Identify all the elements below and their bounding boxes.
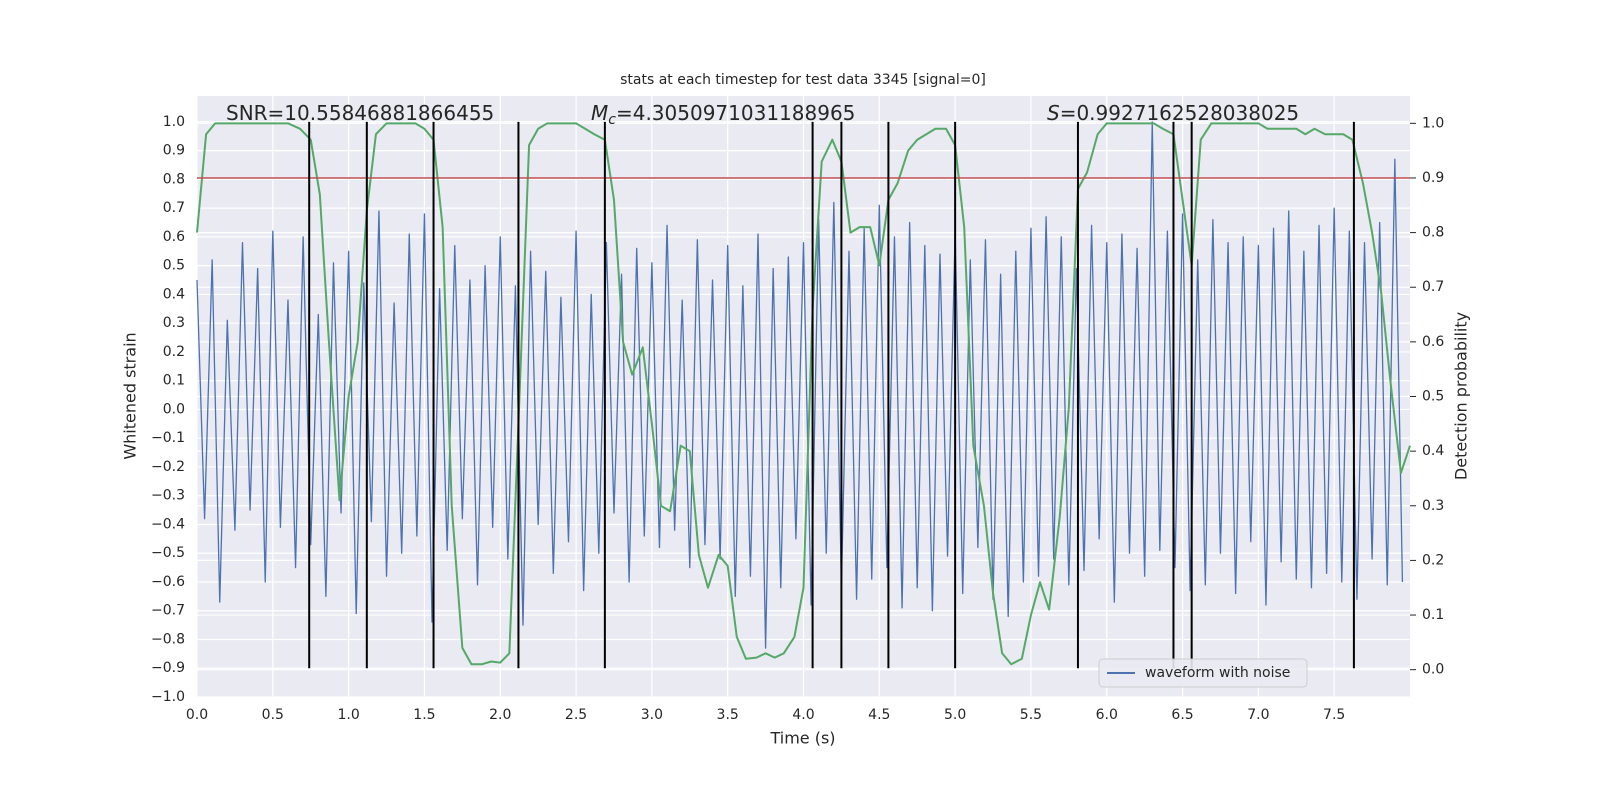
y-tick-label: −0.3 <box>151 488 185 504</box>
y2-tick-label: 0.7 <box>1422 279 1444 295</box>
y2-tick-label: 0.0 <box>1422 662 1444 678</box>
annotation: Mc=4.3050971031188965 <box>591 101 855 129</box>
series-line <box>196 122 1411 666</box>
y-tick-label: 1.0 <box>163 114 185 130</box>
x-tick-label: 1.5 <box>413 707 435 723</box>
y2-tick-label: 0.4 <box>1422 443 1444 459</box>
y-tick-label: −0.6 <box>151 574 185 590</box>
y-tick-label: −0.5 <box>151 545 185 561</box>
y2-tick-label: 1.0 <box>1422 115 1444 131</box>
y-axis-label: Whitened strain <box>121 332 140 459</box>
x-tick-label: 3.5 <box>717 707 739 723</box>
y2-tick-label: 0.5 <box>1422 389 1444 405</box>
y2-tick-label: 0.3 <box>1422 498 1444 514</box>
legend-label: waveform with noise <box>1145 665 1290 681</box>
x-tick-label: 2.0 <box>489 707 511 723</box>
y-tick-label: −0.2 <box>151 459 185 475</box>
y2-axis-label: Detection probability <box>1452 312 1471 480</box>
x-tick-label: 0.0 <box>186 707 208 723</box>
x-tick-label: 6.0 <box>1096 707 1118 723</box>
y-tick-label: 0.5 <box>163 258 185 274</box>
x-axis-label: Time (s) <box>769 729 835 748</box>
y-tick-label: 0.3 <box>163 315 185 331</box>
series-line <box>196 121 1404 649</box>
x-tick-label: 5.0 <box>944 707 966 723</box>
x-tick-label: 4.0 <box>792 707 814 723</box>
x-tick-label: 3.0 <box>641 707 663 723</box>
annotation-subscript: c <box>608 112 616 128</box>
y-tick-label: 0.6 <box>163 229 185 245</box>
x-tick-label: 0.5 <box>262 707 284 723</box>
x-tick-label: 7.0 <box>1247 707 1269 723</box>
x-tick-label: 5.5 <box>1020 707 1042 723</box>
x-tick-label: 7.5 <box>1323 707 1345 723</box>
y2-tick-label: 0.1 <box>1422 607 1444 623</box>
y-tick-label: 0.7 <box>163 200 185 216</box>
y-tick-label: 0.8 <box>163 171 185 187</box>
y-tick-label: −0.7 <box>151 603 185 619</box>
y2-tick-label: 0.9 <box>1422 170 1444 186</box>
chart-title: stats at each timestep for test data 334… <box>620 72 986 88</box>
grid <box>196 96 1410 698</box>
annotation: S=0.9927162528038025 <box>1047 101 1299 125</box>
legend-box <box>1098 658 1308 688</box>
annotation: SNR=10.55846881866455 <box>226 101 494 125</box>
y2-tick-label: 0.8 <box>1422 225 1444 241</box>
x-tick-label: 2.5 <box>565 707 587 723</box>
y-tick-label: 0.9 <box>163 143 185 159</box>
y2-tick-label: 0.2 <box>1422 552 1444 568</box>
annotation-text: SNR=10.55846881866455 <box>226 101 494 125</box>
y-tick-label: 0.1 <box>163 373 185 389</box>
x-tick-label: 4.5 <box>868 707 890 723</box>
x-tick-label: 1.0 <box>337 707 359 723</box>
x-tick-label: 6.5 <box>1171 707 1193 723</box>
y-tick-label: −0.1 <box>151 430 185 446</box>
y-tick-label: 0.2 <box>163 344 185 360</box>
annotation-text: =4.3050971031188965 <box>616 101 855 125</box>
y-tick-label: −0.9 <box>151 660 185 676</box>
annotation-symbol: M <box>591 101 608 125</box>
y-tick-label: 0.0 <box>163 401 185 417</box>
y-tick-label: 0.4 <box>163 286 185 302</box>
annotation-symbol: S <box>1047 101 1060 125</box>
marks <box>196 121 1411 669</box>
y-tick-label: −1.0 <box>151 689 185 705</box>
y-tick-label: −0.8 <box>151 631 185 647</box>
y-tick-label: −0.4 <box>151 516 185 532</box>
y2-tick-label: 0.6 <box>1422 334 1444 350</box>
annotation-text: =0.9927162528038025 <box>1060 101 1299 125</box>
